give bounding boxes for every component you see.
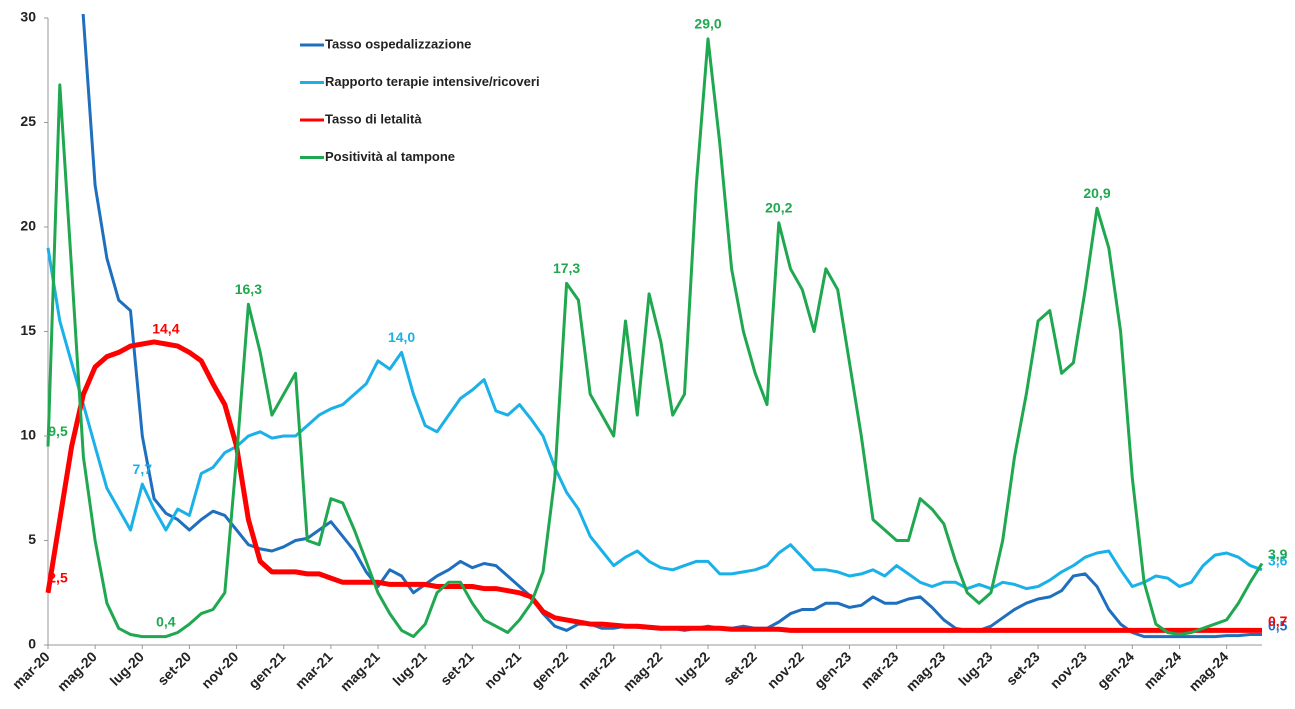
value-label: 17,3 [553,260,580,276]
x-tick-label: mar-23 [858,648,902,692]
x-tick-label: lug-20 [107,648,148,689]
x-tick-label: lug-23 [955,648,996,689]
y-tick-label: 25 [20,113,36,129]
series-line [45,339,1262,633]
x-tick-label: nov-20 [198,648,241,691]
x-tick-label: mag-23 [903,648,949,694]
x-tick-label: mag-20 [54,648,100,694]
x-tick-label: nov-22 [764,648,807,691]
value-label: 2,5 [48,569,68,585]
x-tick-label: set-23 [1003,648,1043,688]
x-tick-label: gen-24 [1094,648,1137,691]
x-tick-label: mag-22 [620,648,666,694]
value-label: 20,2 [765,200,792,216]
x-tick-label: nov-21 [481,648,524,691]
x-tick-label: lug-21 [389,648,430,689]
x-tick-label: set-21 [437,648,477,688]
series-line [46,247,1263,591]
y-tick-label: 30 [20,9,36,25]
value-label: 7,7 [133,461,153,477]
y-tick-label: 15 [20,322,36,338]
x-tick-label: set-20 [154,648,194,688]
x-tick-label: mar-22 [575,648,619,692]
value-label: 14,4 [152,321,179,337]
legend-label: Positività al tampone [325,149,455,164]
legend-label: Tasso di letalità [325,111,422,126]
x-tick-label: nov-23 [1047,648,1090,691]
y-tick-label: 10 [20,427,36,443]
value-label: 14,0 [388,329,415,345]
series-line [46,37,1264,639]
legend-label: Rapporto terapie intensive/ricoveri [325,74,540,89]
legend-label: Tasso ospedalizzazione [325,36,471,51]
y-tick-label: 20 [20,218,36,234]
value-label: 0,7 [1268,613,1288,629]
x-tick-label: mar-20 [9,648,53,692]
x-tick-label: mag-24 [1185,648,1231,694]
value-label: 0,5 [1268,617,1288,633]
x-tick-label: mar-21 [292,648,336,692]
y-tick-label: 5 [28,531,36,547]
x-tick-label: gen-21 [245,648,288,691]
x-tick-label: mar-24 [1140,648,1184,692]
value-label: 0,4 [156,613,176,629]
x-tick-label: lug-22 [672,648,713,689]
x-tick-label: set-22 [720,648,760,688]
x-tick-label: gen-22 [528,648,571,691]
value-label: 16,3 [235,281,262,297]
value-label: 20,9 [1083,185,1110,201]
value-label: 3,6 [1268,552,1288,568]
x-tick-label: gen-23 [811,648,854,691]
value-label: 9,5 [48,423,68,439]
value-label: 29,0 [694,16,721,32]
x-tick-label: mag-21 [337,648,383,694]
value-label: 3,9 [1268,546,1288,562]
plot-area [45,14,1264,639]
y-tick-label: 0 [28,636,36,652]
